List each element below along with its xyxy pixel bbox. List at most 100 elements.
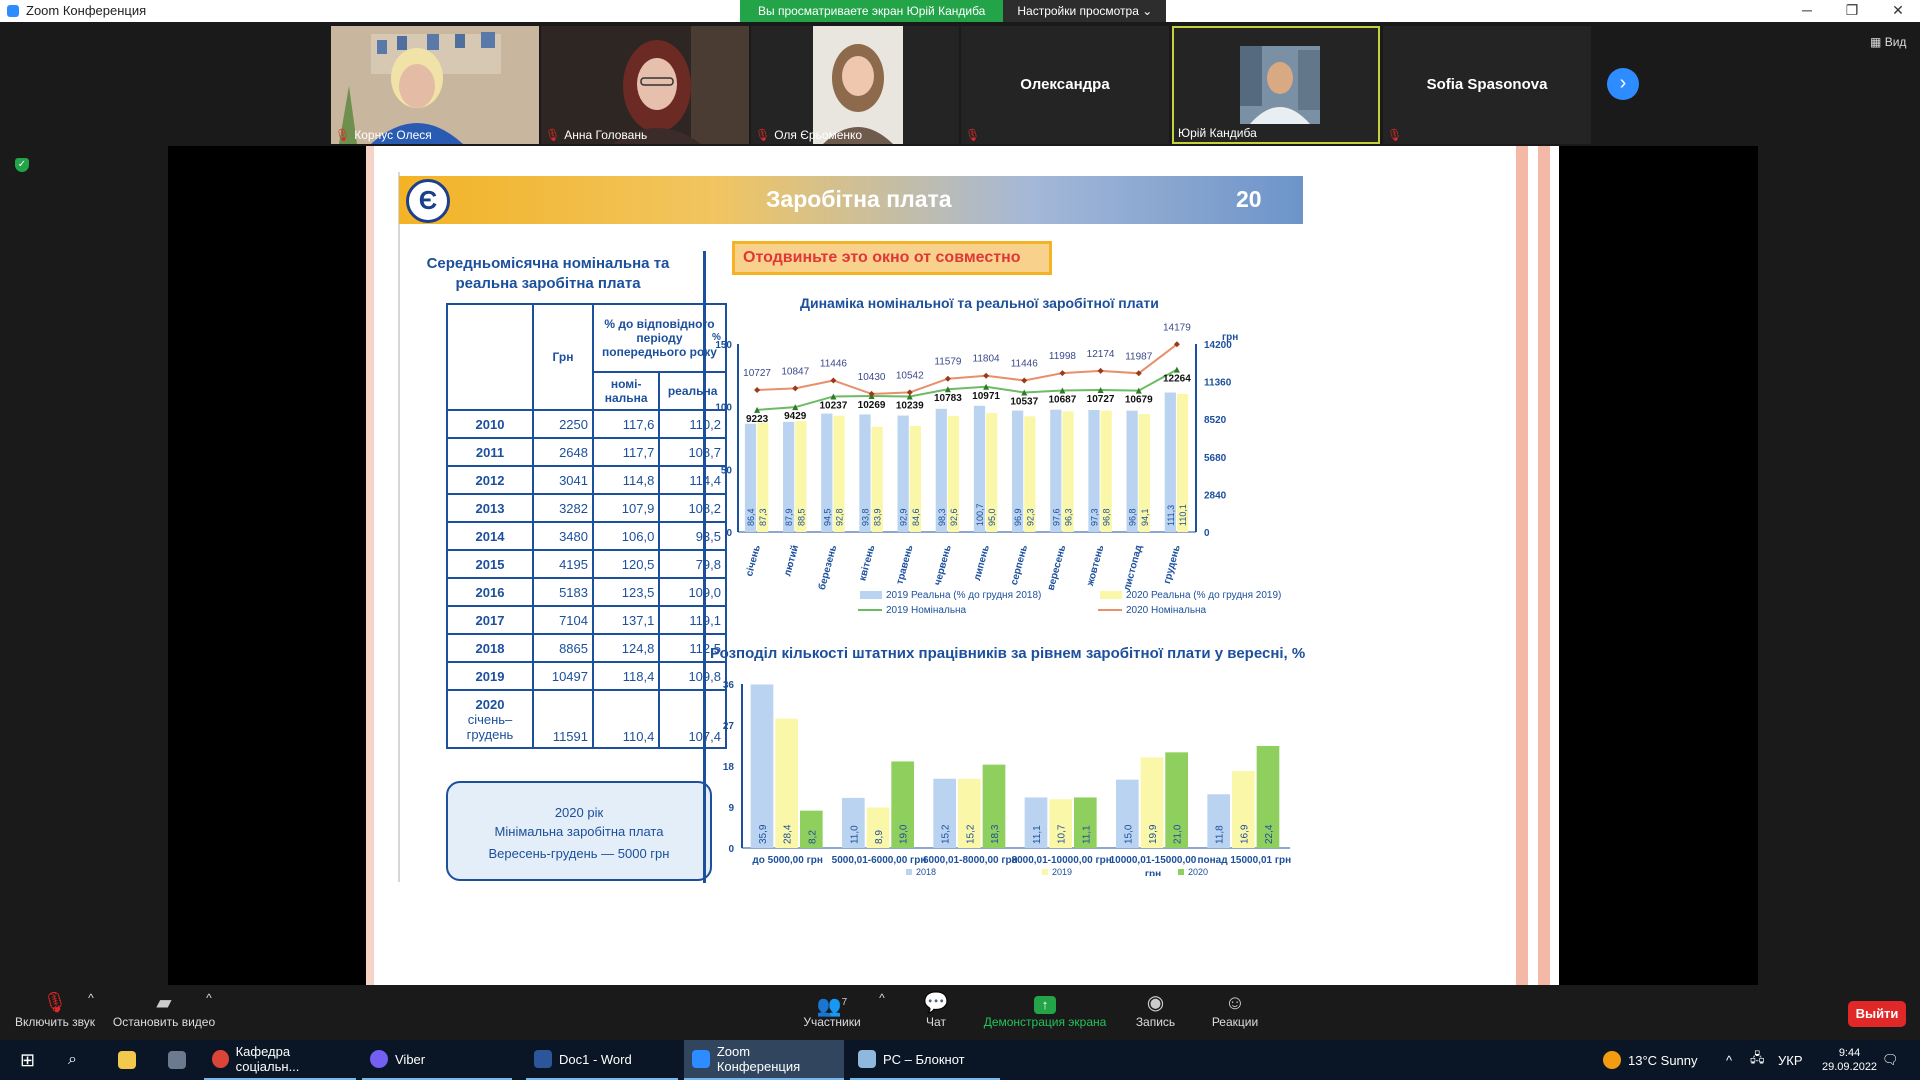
participants-options-caret[interactable]: ^: [879, 991, 885, 1005]
bar-data-label: 15,2: [941, 824, 952, 844]
video-options-caret[interactable]: ^: [206, 991, 212, 1005]
series-marker: [1021, 389, 1028, 396]
tray-overflow-button[interactable]: ^: [1718, 1040, 1740, 1080]
table-cell: 7104: [532, 605, 594, 635]
series-marker: [754, 406, 761, 413]
bar: [958, 778, 981, 848]
taskbar-app-zoom[interactable]: Zoom Конференция: [684, 1040, 844, 1080]
calculator-button[interactable]: [160, 1040, 194, 1080]
record-button[interactable]: ◉ Запись: [1128, 991, 1183, 1029]
bar-data-label: 21,0: [1173, 824, 1184, 844]
series-marker: [906, 393, 913, 400]
unmute-button[interactable]: 🎙 Включить звук: [10, 991, 100, 1029]
bar-data-label: 11,0: [849, 825, 860, 844]
participant-tile[interactable]: Олександра 🎙: [961, 26, 1169, 144]
legend-label: 2018: [916, 867, 936, 876]
table-cell: 117,6: [591, 409, 661, 439]
line-data-label: 10727: [1087, 394, 1115, 405]
table-row: 2014 3480 106,0 93,5: [446, 521, 727, 551]
line-data-label: 11987: [1125, 351, 1153, 362]
participant-tile[interactable]: Sofia Spasonova 🎙: [1383, 26, 1591, 144]
participants-button[interactable]: 👥7 Участники: [794, 991, 870, 1029]
restore-button[interactable]: ❐: [1845, 2, 1859, 18]
table-header-uah: Грн: [532, 303, 594, 411]
weather-widget[interactable]: 13°C Sunny: [1595, 1040, 1706, 1080]
network-status[interactable]: 🖧: [1742, 1040, 1773, 1080]
next-page-button[interactable]: ›: [1607, 68, 1639, 100]
participant-tile[interactable]: 🎙 Оля Єрьоменко: [751, 26, 959, 144]
bar-data-label: 86,4: [746, 508, 756, 526]
series-marker: [983, 383, 990, 390]
line-data-label: 10239: [896, 400, 924, 411]
chat-icon: 💬: [923, 992, 949, 1014]
view-options-button[interactable]: Настройки просмотра ⌄: [1003, 0, 1167, 22]
right-axis-unit: грн: [1222, 332, 1238, 343]
table-cell-year: 2018: [446, 633, 534, 663]
leave-button[interactable]: Выйти: [1848, 1001, 1906, 1027]
security-shield-icon[interactable]: ✓: [15, 158, 29, 172]
salary-distribution-chart: Розподіл кількості штатних працівників з…: [710, 645, 1305, 876]
bar-data-label: 83,9: [873, 508, 883, 526]
table-cell: 10497: [532, 661, 594, 691]
participant-tile[interactable]: 🎙 Корнус Олеся: [331, 26, 539, 144]
bar: [833, 415, 845, 532]
series-marker: [944, 386, 951, 393]
legend-swatch: [1100, 591, 1122, 599]
bar: [1126, 410, 1138, 532]
chat-button[interactable]: 💬 Чат: [906, 991, 966, 1029]
clock-date: 29.09.2022: [1822, 1061, 1878, 1073]
participant-tile-active-speaker[interactable]: Юрій Кандиба: [1172, 26, 1380, 144]
reactions-label: Реакции: [1211, 1015, 1259, 1029]
series-marker: [1059, 387, 1066, 394]
bar-data-label: 111,3: [1166, 505, 1176, 526]
view-button[interactable]: ▦ Вид: [1870, 35, 1906, 49]
file-explorer-button[interactable]: [110, 1040, 144, 1080]
tick-label: 0: [728, 844, 734, 855]
taskbar-app-chrome[interactable]: Кафедра соціальн...: [204, 1040, 356, 1080]
series-marker: [868, 390, 875, 397]
taskbar-app-notepad[interactable]: PC – Блокнот: [850, 1040, 1000, 1080]
category-label: червень: [933, 544, 954, 587]
line-data-label: 10237: [820, 400, 848, 411]
share-screen-button[interactable]: ↑ Демонстрация экрана: [980, 991, 1110, 1029]
network-icon: 🖧: [1750, 1050, 1765, 1065]
min-wage-box: 2020 рік Мінімальна заробітна плата Вере…: [446, 781, 712, 881]
unmute-label: Включить звук: [14, 1015, 96, 1029]
bar: [973, 405, 986, 532]
category-label: вересень: [1046, 544, 1069, 592]
start-button[interactable]: ⊞: [12, 1040, 43, 1080]
category-label: травень: [895, 544, 916, 586]
category-label: серпень: [1009, 544, 1030, 586]
minimize-button[interactable]: ─: [1802, 2, 1812, 18]
muted-mic-icon: 🎙: [1387, 128, 1403, 142]
table-cell-year: 2020 січень–грудень: [446, 689, 534, 749]
table-cell: 3041: [532, 465, 594, 495]
table-cell: 107,9: [591, 493, 661, 523]
notifications-button[interactable]: 🗨: [1874, 1040, 1907, 1080]
clock[interactable]: 9:44 29.09.2022: [1814, 1040, 1885, 1080]
stop-video-button[interactable]: ▰ Остановить видео: [110, 991, 218, 1029]
table-cell: 4195: [532, 549, 594, 579]
share-overlay-warning[interactable]: Отодвиньте это окно от совместно: [732, 241, 1052, 275]
taskbar-app-word[interactable]: Doc1 - Word: [526, 1040, 678, 1080]
reactions-button[interactable]: ☺ Реакции: [1205, 991, 1265, 1029]
bar: [1176, 394, 1189, 532]
taskbar-app-viber[interactable]: Viber: [362, 1040, 512, 1080]
line-data-label: 12174: [1087, 349, 1115, 360]
muted-mic-icon: 🎙: [965, 128, 981, 142]
participants-icon: 👥7: [816, 995, 848, 1018]
participant-tile[interactable]: 🎙 Анна Головань: [541, 26, 749, 144]
bar: [866, 807, 890, 848]
audio-options-caret[interactable]: ^: [88, 991, 94, 1005]
category-label: березень: [816, 544, 839, 592]
series-marker: [1059, 370, 1066, 377]
close-button[interactable]: ✕: [1892, 2, 1904, 18]
search-button[interactable]: ⌕: [60, 1040, 85, 1080]
participant-name: Анна Головань: [564, 128, 648, 142]
language-indicator[interactable]: УКР: [1778, 1052, 1803, 1068]
line-data-label: 14179: [1163, 322, 1191, 333]
bar-data-label: 97,6: [1051, 508, 1061, 526]
bar: [909, 425, 921, 532]
